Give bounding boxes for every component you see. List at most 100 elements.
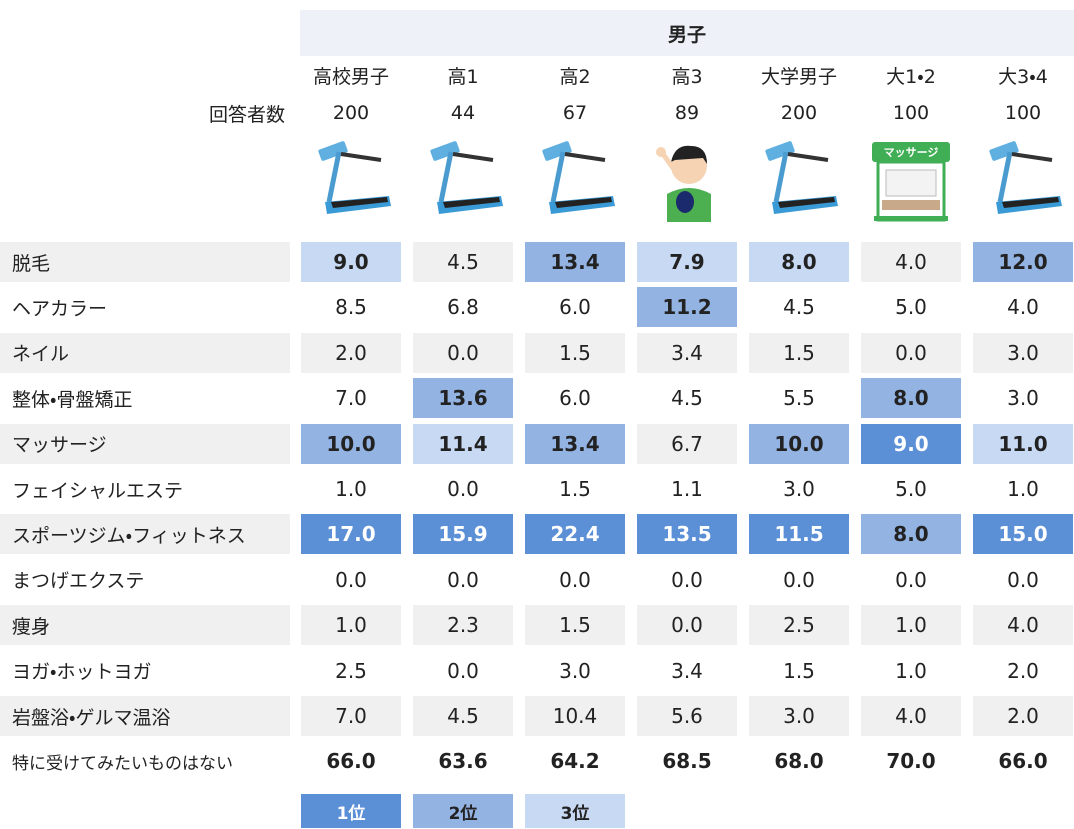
table-cell: 3.4 (637, 651, 737, 691)
table-cell: 3.0 (973, 378, 1073, 418)
table-cell: 3.0 (525, 651, 625, 691)
row-label: ネイル (0, 333, 290, 373)
table-cell: 22.4 (525, 514, 625, 554)
table-cell: 2.0 (973, 651, 1073, 691)
table-cell: 13.6 (413, 378, 513, 418)
table-cell: 3.0 (749, 696, 849, 736)
table-cell: 1.5 (525, 605, 625, 645)
table-cell: 11.4 (413, 424, 513, 464)
row-label: ヘアカラー (0, 287, 290, 327)
table-cell: 5.0 (861, 469, 961, 509)
table-cell: 5.0 (861, 287, 961, 327)
page: 男子 回答者数 マッサージ (() => { const data = JSON… (0, 0, 1074, 829)
table-cell: 11.2 (637, 287, 737, 327)
table-cell: 0.0 (861, 560, 961, 600)
table-cell: 4.5 (413, 242, 513, 282)
respondent-count: 89 (637, 94, 737, 132)
table-cell: 4.5 (637, 378, 737, 418)
table-cell: 4.5 (413, 696, 513, 736)
table-cell: 0.0 (861, 333, 961, 373)
table-cell: 4.0 (973, 287, 1073, 327)
legend-item: 2位 (413, 794, 513, 828)
table-cell: 8.5 (301, 287, 401, 327)
table-cell: 6.8 (413, 287, 513, 327)
respondents-label: 回答者数 (0, 94, 285, 132)
table-cell: 2.0 (301, 333, 401, 373)
table-cell: 13.4 (525, 242, 625, 282)
table-cell: 6.0 (525, 378, 625, 418)
table-cell: 0.0 (973, 560, 1073, 600)
table-cell: 0.0 (637, 605, 737, 645)
respondent-count: 67 (525, 94, 625, 132)
table-cell: 3.4 (637, 333, 737, 373)
table-cell: 11.0 (973, 424, 1073, 464)
row-label: 脱毛 (0, 242, 290, 282)
legend-item: 1位 (301, 794, 401, 828)
table-cell: 7.0 (301, 696, 401, 736)
column-header: 大1・2 (855, 56, 967, 94)
table-cell: 13.5 (637, 514, 737, 554)
table-cell: 15.0 (973, 514, 1073, 554)
table-cell: 1.5 (749, 651, 849, 691)
respondent-count: 100 (861, 94, 961, 132)
row-label: スポーツジム・フィットネス (0, 514, 290, 554)
table-cell: 11.5 (749, 514, 849, 554)
person-icon (645, 138, 727, 222)
table-cell: 10.4 (525, 696, 625, 736)
table-cell: 0.0 (749, 560, 849, 600)
table-cell: 1.0 (861, 651, 961, 691)
table-cell: 1.5 (749, 333, 849, 373)
table-cell: 1.0 (973, 469, 1073, 509)
row-label: 特に受けてみたいものはない (0, 741, 290, 781)
legend-item: 3位 (525, 794, 625, 828)
column-header: 高1 (407, 56, 519, 94)
table-cell: 4.0 (973, 605, 1073, 645)
table-cell: 2.5 (749, 605, 849, 645)
treadmill-icon (758, 140, 840, 222)
table-cell: 0.0 (413, 469, 513, 509)
column-header: 高3 (631, 56, 743, 94)
treadmill-icon (982, 140, 1064, 222)
table-cell: 68.0 (749, 741, 849, 781)
table-cell: 68.5 (637, 741, 737, 781)
treadmill-icon (423, 140, 505, 222)
row-label: 岩盤浴・ゲルマ温浴 (0, 696, 290, 736)
row-label: 整体・骨盤矯正 (0, 378, 290, 418)
table-cell: 4.5 (749, 287, 849, 327)
shop-sign: マッサージ (884, 146, 939, 159)
table-cell: 1.1 (637, 469, 737, 509)
table-cell: 17.0 (301, 514, 401, 554)
column-header: 大学男子 (743, 56, 855, 94)
table-cell: 5.5 (749, 378, 849, 418)
row-label: ヨガ・ホットヨガ (0, 651, 290, 691)
respondent-count: 44 (413, 94, 513, 132)
table-cell: 8.0 (861, 514, 961, 554)
row-label: まつげエクステ (0, 560, 290, 600)
table-cell: 0.0 (413, 333, 513, 373)
respondent-count: 100 (973, 94, 1073, 132)
column-header: 高2 (519, 56, 631, 94)
table-cell: 8.0 (749, 242, 849, 282)
column-header: 大3・4 (967, 56, 1074, 94)
table-cell: 64.2 (525, 741, 625, 781)
table-cell: 0.0 (301, 560, 401, 600)
table-cell: 8.0 (861, 378, 961, 418)
table-cell: 9.0 (861, 424, 961, 464)
table-cell: 66.0 (301, 741, 401, 781)
shop-icon: マッサージ (868, 138, 954, 222)
table-cell: 1.0 (301, 469, 401, 509)
table-cell: 0.0 (413, 651, 513, 691)
table-cell: 12.0 (973, 242, 1073, 282)
table-cell: 1.5 (525, 333, 625, 373)
table-cell: 1.0 (301, 605, 401, 645)
table-cell: 2.0 (973, 696, 1073, 736)
table-cell: 10.0 (301, 424, 401, 464)
row-label: マッサージ (0, 424, 290, 464)
treadmill-icon (311, 140, 393, 222)
table-cell: 0.0 (637, 560, 737, 600)
treadmill-icon (535, 140, 617, 222)
table-cell: 4.0 (861, 242, 961, 282)
table-cell: 63.6 (413, 741, 513, 781)
table-cell: 6.0 (525, 287, 625, 327)
table-cell: 2.5 (301, 651, 401, 691)
